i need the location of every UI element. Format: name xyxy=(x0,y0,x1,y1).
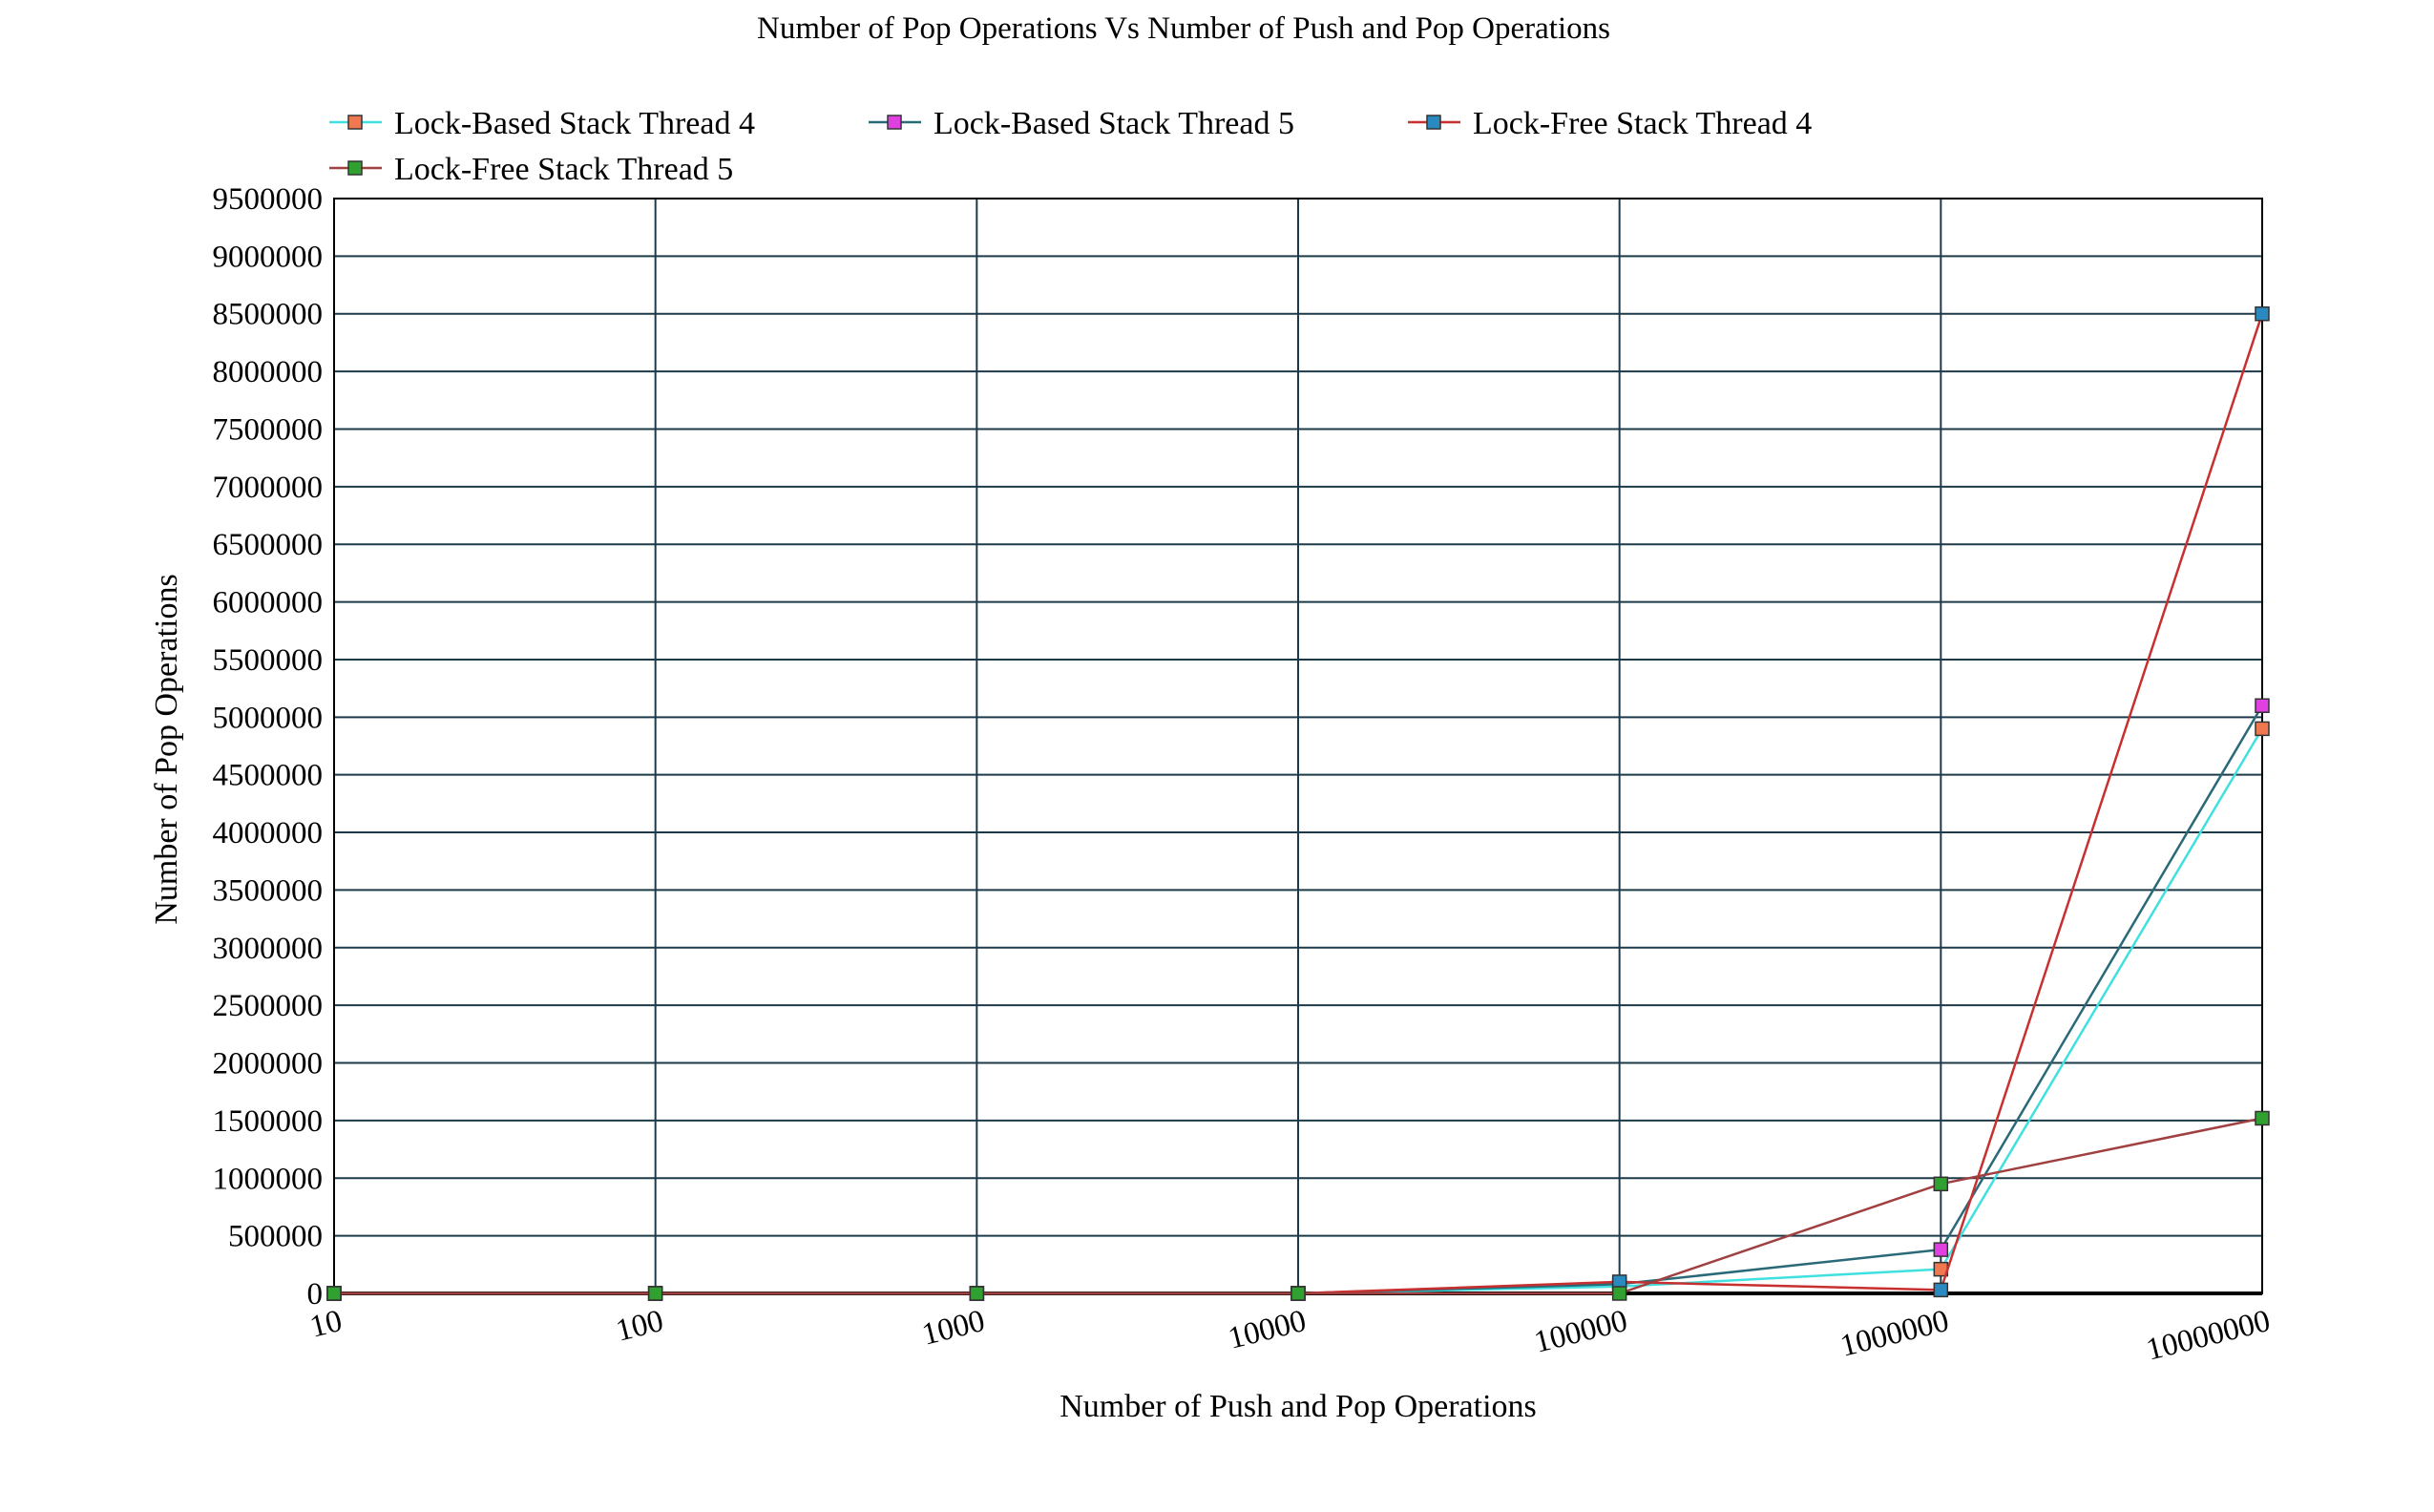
chart-title: Number of Pop Operations Vs Number of Pu… xyxy=(757,11,1610,46)
legend-item: Lock-Free Stack Thread 5 xyxy=(329,152,733,187)
data-point xyxy=(647,1286,663,1301)
data-point xyxy=(1933,1176,1949,1192)
legend-marker xyxy=(1426,115,1441,130)
y-tick-label: 5500000 xyxy=(213,643,324,678)
x-axis-title: Number of Push and Pop Operations xyxy=(1060,1389,1537,1424)
y-tick-label: 500000 xyxy=(228,1220,323,1254)
y-axis-title: Number of Pop Operations xyxy=(149,574,184,924)
data-point xyxy=(1933,1242,1949,1257)
legend-item: Lock-Free Stack Thread 4 xyxy=(1408,106,1812,141)
data-point xyxy=(2255,721,2270,737)
legend-label: Lock-Free Stack Thread 5 xyxy=(394,152,733,187)
legend-label: Lock-Based Stack Thread 5 xyxy=(934,106,1294,141)
x-tick-label: 1000 xyxy=(919,1304,989,1353)
y-tick-label: 3500000 xyxy=(213,873,324,908)
data-point xyxy=(1290,1286,1306,1301)
y-tick-label: 9500000 xyxy=(213,182,324,217)
y-tick-label: 9000000 xyxy=(213,240,324,274)
data-point xyxy=(969,1286,985,1301)
legend-marker xyxy=(887,115,902,130)
y-tick-label: 6000000 xyxy=(213,586,324,620)
y-tick-label: 3000000 xyxy=(213,932,324,966)
y-tick-label: 0 xyxy=(307,1277,324,1312)
legend-item: Lock-Based Stack Thread 4 xyxy=(329,106,755,141)
data-point xyxy=(2255,698,2270,713)
legend-label: Lock-Free Stack Thread 4 xyxy=(1473,106,1812,141)
y-tick-label: 8000000 xyxy=(213,355,324,389)
legend: Lock-Based Stack Thread 4 Lock-Based Stac… xyxy=(329,106,1812,187)
y-tick-label: 6500000 xyxy=(213,528,324,562)
data-point xyxy=(1933,1282,1949,1298)
data-point xyxy=(2255,1110,2270,1126)
y-tick-label: 2000000 xyxy=(213,1047,324,1082)
data-point xyxy=(326,1286,342,1301)
legend-marker xyxy=(347,115,363,130)
y-tick-label: 2500000 xyxy=(213,989,324,1023)
data-point xyxy=(2255,305,2270,322)
y-tick-label: 8500000 xyxy=(213,298,324,332)
y-tick-label: 1000000 xyxy=(213,1162,324,1196)
y-tick-label: 1500000 xyxy=(213,1104,324,1139)
x-tick-label: 100000 xyxy=(1531,1304,1631,1360)
gridlines xyxy=(333,198,2263,1295)
x-tick-label: 10000 xyxy=(1225,1304,1310,1356)
y-tick-label: 7500000 xyxy=(213,412,324,447)
legend-item: Lock-Based Stack Thread 5 xyxy=(869,106,1294,141)
series-4 xyxy=(326,1110,2270,1301)
x-tick-label: 100 xyxy=(613,1304,667,1349)
legend-marker xyxy=(347,160,363,176)
y-tick-label: 4000000 xyxy=(213,816,324,850)
data-point xyxy=(1611,1286,1627,1301)
x-tick-label: 1000000 xyxy=(1836,1304,1952,1364)
y-tick-label: 7000000 xyxy=(213,471,324,505)
y-tick-label: 4500000 xyxy=(213,759,324,793)
y-tick-label: 5000000 xyxy=(213,701,324,735)
x-tick-label: 10000000 xyxy=(2143,1304,2274,1368)
legend-label: Lock-Based Stack Thread 4 xyxy=(394,106,755,141)
series-layer xyxy=(326,305,2270,1301)
x-tick-label: 10 xyxy=(306,1304,346,1345)
